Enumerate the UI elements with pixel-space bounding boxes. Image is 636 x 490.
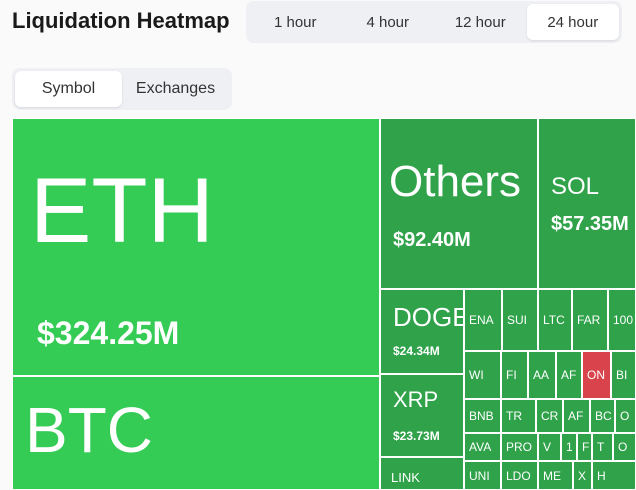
tile-label: SOL [551,173,600,200]
heatmap-tile[interactable]: H [592,461,636,490]
timeframe-button[interactable]: 1 hour [273,13,317,31]
tile-value: $324.25M [37,315,180,351]
heatmap-tile[interactable]: LINK [380,457,464,490]
tile-label: ON [587,368,605,382]
heatmap-tile[interactable]: BNB [464,399,501,433]
heatmap-tile[interactable]: ENA [464,289,502,351]
tile-label: T [597,440,605,454]
heatmap-tile[interactable]: LDO [501,461,538,490]
heatmap-tile[interactable]: SUI [502,289,538,351]
tile-label: LTC [543,313,565,327]
tile-label: AF [561,368,577,382]
heatmap-tile[interactable]: V [538,433,561,461]
heatmap-tile[interactable]: F [577,433,592,461]
tile-label: FAR [577,313,601,327]
tile-value: $57.35M [551,213,629,235]
heatmap-tile[interactable]: BI [611,351,636,399]
tab-button[interactable]: Symbol [15,71,122,107]
heatmap-tile[interactable]: BC [590,399,615,433]
tile-label: UNI [469,468,490,483]
heatmap-tile[interactable]: O [613,433,636,461]
heatmap-tile[interactable]: LTC [538,289,572,351]
tile-label: SUI [507,313,528,327]
tile-label: CR [541,409,559,423]
tile-label: LINK [391,470,420,485]
tile-label: H [597,468,606,483]
heatmap-tile[interactable]: X [573,461,592,490]
tile-label: V [543,440,552,454]
tile-label: BTC [25,394,153,466]
heatmap-tile[interactable]: XRP $23.73M [380,374,464,457]
tile-label: 1 [566,440,573,454]
tile-label: 100 [613,313,634,327]
heatmap-tile[interactable]: 100 [608,289,636,351]
tile-label: TR [506,409,522,423]
heatmap-tile[interactable]: FAR [572,289,608,351]
tile-label: O [618,440,628,454]
tab-button[interactable]: Exchanges [135,80,216,97]
view-tabs: Symbol Exchanges [12,68,232,110]
timeframe-button[interactable]: 12 hour [454,13,506,31]
tile-value: $23.73M [393,429,440,443]
timeframe-selector: 1 hour 4 hour 12 hour 24 hour [246,1,622,43]
tile-label: ME [543,468,561,483]
heatmap-tile[interactable]: UNI [464,461,501,490]
tile-label: Others [389,157,522,206]
tile-value: $24.34M [393,344,440,358]
tile-label: LDO [506,468,531,483]
tile-label: ETH [30,160,214,262]
heatmap-tile[interactable]: T [592,433,613,461]
heatmap-tile[interactable]: WI [464,351,501,399]
page-title: Liquidation Heatmap [12,8,230,33]
tile-label: BC [595,409,612,423]
heatmap-tile[interactable]: TR [501,399,536,433]
heatmap-tile[interactable]: CR [536,399,563,433]
heatmap-tile[interactable]: 1 [561,433,577,461]
heatmap-tile[interactable]: AF [556,351,582,399]
tile-label: BI [616,368,628,382]
tile-label: ENA [469,313,494,327]
heatmap-tile[interactable]: AA [528,351,556,399]
tile-label: DOGE [393,302,464,332]
tile-label: X [578,468,587,483]
heatmap: ETH $324.25M BTC Others $92.40M SOL $57.35M DOG… [12,118,636,490]
heatmap-tile[interactable]: SOL $57.35M [538,118,636,289]
tile-label: AF [568,409,584,423]
heatmap-tile[interactable]: DOGE $24.34M [380,289,464,374]
heatmap-tile[interactable]: ME [538,461,573,490]
tile-value: $92.40M [393,229,471,251]
heatmap-tile[interactable]: AVA [464,433,501,461]
heatmap-tile[interactable]: FI [501,351,528,399]
tile-label: O [620,409,630,423]
tile-label: F [582,440,590,454]
tile-label: XRP [393,387,439,412]
heatmap-tile[interactable]: AF [563,399,590,433]
timeframe-button[interactable]: 4 hour [366,13,410,31]
tile-label: AVA [469,440,492,454]
heatmap-tile[interactable]: ETH $324.25M [12,118,380,376]
heatmap-tile[interactable]: PRO [501,433,538,461]
tile-label: PRO [506,440,533,454]
tile-label: FI [506,368,517,382]
tile-label: BNB [469,409,494,423]
heatmap-tile[interactable]: ON [582,351,611,399]
heatmap-tile[interactable]: Others $92.40M [380,118,538,289]
heatmap-tile[interactable]: BTC [12,376,380,490]
tile-label: WI [469,368,484,382]
tile-label: AA [533,368,550,382]
heatmap-tile[interactable]: O [615,399,636,433]
timeframe-button[interactable]: 24 hour [526,4,619,40]
